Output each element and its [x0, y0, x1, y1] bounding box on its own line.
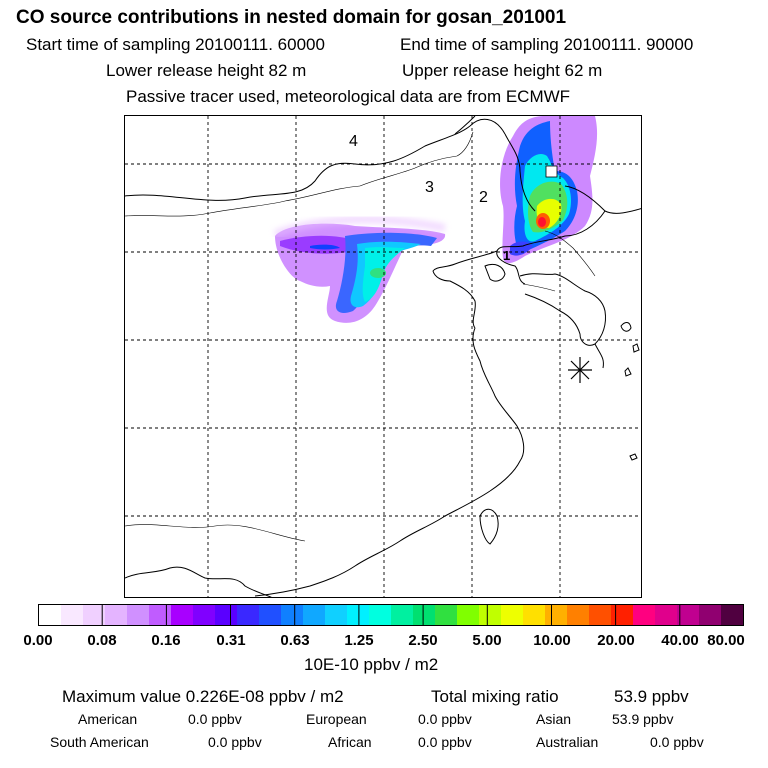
plume-east [500, 116, 598, 264]
map-canvas [125, 116, 641, 597]
colorbar-cell [303, 605, 325, 625]
colorbar-tick-0: 0.00 [23, 632, 53, 649]
colorbar-cell [127, 605, 149, 625]
region-label-1: 1 [503, 248, 511, 263]
colorbar-tick-11: 80.00 [707, 632, 745, 649]
colorbar-cell [347, 605, 369, 625]
colorbar-cell [237, 605, 259, 625]
colorbar-cell [171, 605, 193, 625]
colorbar-cell [215, 605, 237, 625]
colorbar [38, 604, 744, 626]
colorbar-cell [611, 605, 633, 625]
colorbar-dividers [101, 604, 681, 626]
colorbar-cell [589, 605, 611, 625]
colorbar-tick-3: 0.31 [216, 632, 246, 649]
coastlines [125, 116, 641, 597]
colorbar-cell [655, 605, 677, 625]
colorbar-cells [39, 605, 743, 625]
max-value-text: Maximum value 0.226E-08 ppbv / m2 [62, 687, 344, 706]
region-value-asian: 53.9 ppbv [612, 711, 674, 727]
region-name-european: European [306, 711, 367, 727]
colorbar-cell [259, 605, 281, 625]
colorbar-cell [545, 605, 567, 625]
colorbar-cell [501, 605, 523, 625]
colorbar-cell [105, 605, 127, 625]
region-label-2: 2 [479, 189, 488, 206]
upper-height-text: Upper release height 62 m [402, 61, 603, 80]
colorbar-tick-8: 10.00 [533, 632, 571, 649]
colorbar-cell [413, 605, 435, 625]
colorbar-cell [677, 605, 699, 625]
colorbar-tick-2: 0.16 [151, 632, 181, 649]
colorbar-tick-7: 5.00 [472, 632, 502, 649]
colorbar-tick-9: 20.00 [597, 632, 635, 649]
colorbar-cell [61, 605, 83, 625]
region-label-3: 3 [425, 179, 434, 196]
colorbar-cell [699, 605, 721, 625]
colorbar-unit: 10E-10 ppbv / m2 [304, 655, 439, 674]
tracer-note-text: Passive tracer used, meteorological data… [126, 87, 571, 106]
colorbar-tick-5: 1.25 [344, 632, 374, 649]
colorbar-cell [149, 605, 171, 625]
colorbar-tick-1: 0.08 [87, 632, 117, 649]
colorbar-cell [479, 605, 501, 625]
colorbar-cell [325, 605, 347, 625]
lower-height-text: Lower release height 82 m [106, 61, 307, 80]
colorbar-cell [83, 605, 105, 625]
region-value-australian: 0.0 ppbv [650, 734, 704, 750]
total-mixing-value: 53.9 ppbv [614, 687, 689, 706]
plume-west [273, 215, 446, 323]
region-name-african: African [328, 734, 372, 750]
colorbar-cell [281, 605, 303, 625]
country-borders [125, 131, 596, 542]
colorbar-cell [523, 605, 545, 625]
region-name-american: American [78, 711, 138, 727]
colorbar-cell [435, 605, 457, 625]
colorbar-cell [567, 605, 589, 625]
end-time-text: End time of sampling 20100111. 90000 [400, 35, 694, 54]
colorbar-tick-4: 0.63 [280, 632, 310, 649]
colorbar-cell [369, 605, 391, 625]
region-label-4: 4 [349, 133, 358, 150]
colorbar-tick-10: 40.00 [661, 632, 699, 649]
start-time-text: Start time of sampling 20100111. 60000 [26, 35, 325, 54]
region-value-african: 0.0 ppbv [418, 734, 472, 750]
receptor-station-icon [568, 357, 592, 383]
region-name-australian: Australian [536, 734, 599, 750]
region-value-south-american: 0.0 ppbv [208, 734, 262, 750]
colorbar-cell [391, 605, 413, 625]
colorbar-tick-6: 2.50 [408, 632, 438, 649]
region-name-asian: Asian [536, 711, 572, 727]
colorbar-cell [193, 605, 215, 625]
region-value-european: 0.0 ppbv [418, 711, 472, 727]
plot-title: CO source contributions in nested domain… [16, 7, 567, 28]
total-mixing-label: Total mixing ratio [431, 687, 559, 706]
region-name-south-american: South American [50, 734, 149, 750]
graticule [125, 116, 641, 597]
colorbar-cell [39, 605, 61, 625]
colorbar-cell [721, 605, 743, 625]
colorbar-cell [633, 605, 655, 625]
region-value-american: 0.0 ppbv [188, 711, 242, 727]
map-panel: 4 3 2 1 [124, 115, 642, 598]
colorbar-cell [457, 605, 479, 625]
